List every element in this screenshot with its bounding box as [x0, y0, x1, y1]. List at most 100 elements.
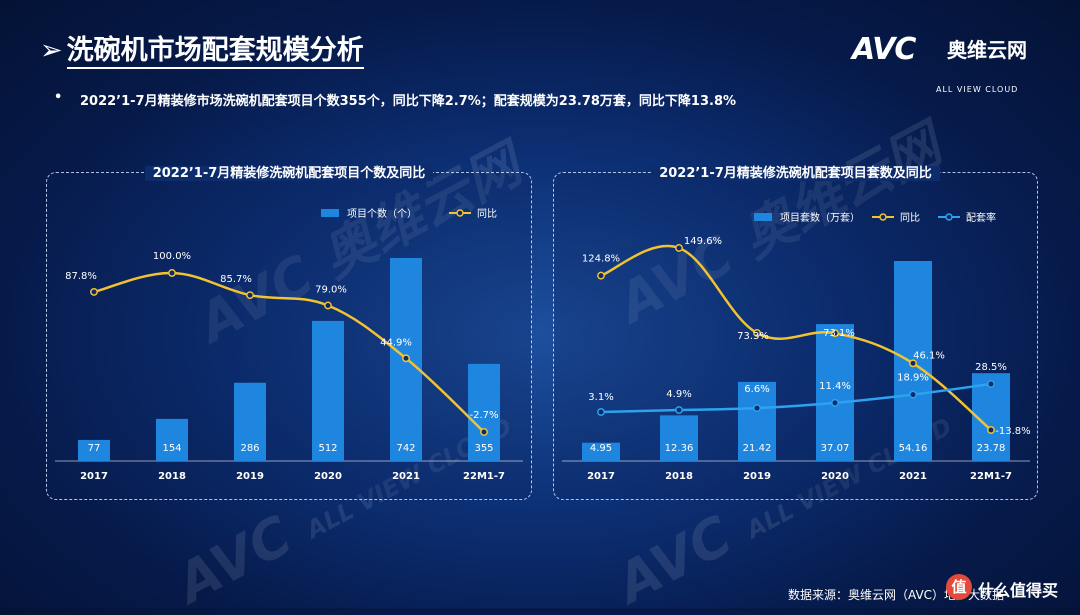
legend-label: 同比 — [477, 208, 497, 220]
bar-value-label: 154 — [162, 443, 181, 454]
line-value-label: 44.9% — [380, 337, 412, 348]
bar-value-label: 12.36 — [665, 443, 694, 454]
line-point — [168, 269, 176, 277]
zhi-icon: 值 — [946, 574, 972, 600]
line-point — [987, 380, 995, 388]
x-tick-label: 2017 — [80, 471, 108, 482]
line-value-label: 6.6% — [744, 384, 769, 395]
legend-swatch — [456, 209, 464, 217]
page-title: ➢ 洗碗机市场配套规模分析 — [40, 28, 364, 69]
legend-swatch — [879, 213, 887, 221]
logo-mark: AVC — [852, 32, 916, 67]
legend-label: 项目套数（万套） — [780, 211, 860, 224]
line-value-label: 28.5% — [975, 362, 1007, 373]
line-point — [753, 404, 761, 413]
x-tick-label: 2019 — [743, 471, 771, 482]
bullet-icon: • — [54, 90, 63, 105]
line-point — [597, 408, 605, 416]
chart-panel-units: 2022’1-7月精装修洗碗机配套项目套数及同比 2017 2018 2019 202… — [553, 166, 1038, 500]
x-tick-label: 2020 — [821, 471, 849, 482]
line-value-label: 149.6% — [684, 236, 722, 247]
bar — [78, 439, 110, 461]
x-tick-label: 22M1-7 — [970, 471, 1012, 482]
line-point — [909, 359, 917, 368]
line-value-label: 87.8% — [65, 271, 97, 282]
bar — [582, 442, 620, 461]
line-value-label: 18.9% — [897, 373, 929, 384]
legend-label: 项目个数（个） — [347, 207, 417, 220]
line-point — [402, 354, 410, 363]
bar — [816, 324, 854, 461]
line-point — [324, 301, 332, 310]
x-tick-label: 2020 — [314, 471, 342, 482]
line-value-label: 4.9% — [666, 389, 691, 400]
bar-value-label: 742 — [396, 443, 415, 454]
line-value-label: 79.0% — [315, 285, 347, 296]
line-point — [831, 398, 839, 407]
bar — [468, 363, 500, 461]
legend-label: 同比 — [900, 212, 920, 224]
bar-value-label: 54.16 — [899, 443, 928, 454]
bar-value-label: 77 — [88, 443, 101, 454]
line-point — [675, 244, 683, 252]
bar — [660, 415, 698, 461]
x-tick-label: 2018 — [665, 471, 693, 482]
line-rate — [600, 382, 992, 414]
x-tick-label: 2021 — [899, 471, 927, 482]
line-point — [675, 406, 683, 414]
brand-logo: AVC 奥维云网 ALL VIEW CLOUD — [852, 32, 1052, 94]
legend-swatch — [945, 213, 953, 221]
summary-text: 2022’1-7月精装修市场洗碗机配套项目个数355个，同比下降2.7%；配套规… — [80, 94, 737, 109]
legend-label: 配套率 — [966, 211, 996, 224]
bar — [738, 381, 776, 461]
line-point — [90, 287, 98, 296]
legend-swatch — [321, 209, 339, 217]
line-point — [909, 390, 917, 399]
line-point — [597, 271, 605, 280]
logo-cn: 奥维云网 — [947, 38, 1027, 62]
page-title-text: 洗碗机市场配套规模分析 — [66, 35, 364, 69]
bar-value-label: 512 — [318, 443, 337, 454]
line-yoy — [600, 244, 992, 431]
chart-title: 2022’1-7月精装修洗碗机配套项目套数及同比 — [651, 166, 940, 181]
bar — [312, 320, 344, 461]
x-tick-label: 2017 — [587, 471, 615, 482]
summary-line: • 2022’1-7月精装修市场洗碗机配套项目个数355个，同比下降2.7%；配… — [54, 90, 737, 109]
line-value-label: 100.0% — [153, 251, 191, 262]
line-value-label: 3.1% — [588, 392, 613, 403]
site-badge-text: 什么值得买 — [978, 581, 1059, 600]
line-value-label: 73.1% — [823, 328, 855, 339]
line-value-label: -2.7% — [469, 410, 498, 421]
legend-swatch — [754, 213, 772, 221]
logo-en: ALL VIEW CLOUD — [936, 85, 1019, 94]
line-value-label: 124.8% — [582, 254, 620, 265]
arrow-icon: ➢ — [40, 35, 63, 66]
chart-panel-projects: 2022’1-7月精装修洗碗机配套项目个数及同比 2017 2018 2019 202… — [46, 166, 532, 500]
line-point — [480, 428, 488, 436]
line-value-label: -13.8% — [995, 426, 1030, 437]
line-value-label: 73.3% — [737, 331, 769, 342]
x-tick-label: 2019 — [236, 471, 264, 482]
line-point — [246, 291, 254, 300]
bar — [156, 418, 188, 461]
bar-value-label: 355 — [474, 443, 493, 454]
x-tick-label: 22M1-7 — [463, 471, 505, 482]
chart-projects: 2017 2018 2019 2020 2021 22M1-7 77 154 286 512 742… — [55, 207, 523, 482]
line-point — [831, 329, 839, 338]
x-tick-label: 2018 — [158, 471, 186, 482]
bar-value-label: 21.42 — [743, 443, 772, 454]
bar-value-label: 37.07 — [821, 443, 850, 454]
line-point — [753, 329, 761, 337]
bar-value-label: 286 — [240, 443, 259, 454]
line-point — [987, 426, 995, 434]
site-badge: 值 什么值得买 — [942, 574, 1072, 604]
bar-value-label: 23.78 — [977, 443, 1006, 454]
chart-units: 2017 2018 2019 2020 2021 22M1-7 4.95 12.36 21.42… — [562, 211, 1031, 482]
bar-value-label: 4.95 — [590, 443, 612, 454]
x-tick-label: 2021 — [392, 471, 420, 482]
bar — [234, 382, 266, 461]
line-yoy — [93, 271, 485, 433]
line-value-label: 11.4% — [819, 381, 851, 392]
line-value-label: 85.7% — [220, 274, 252, 285]
chart-title: 2022’1-7月精装修洗碗机配套项目个数及同比 — [144, 166, 434, 181]
